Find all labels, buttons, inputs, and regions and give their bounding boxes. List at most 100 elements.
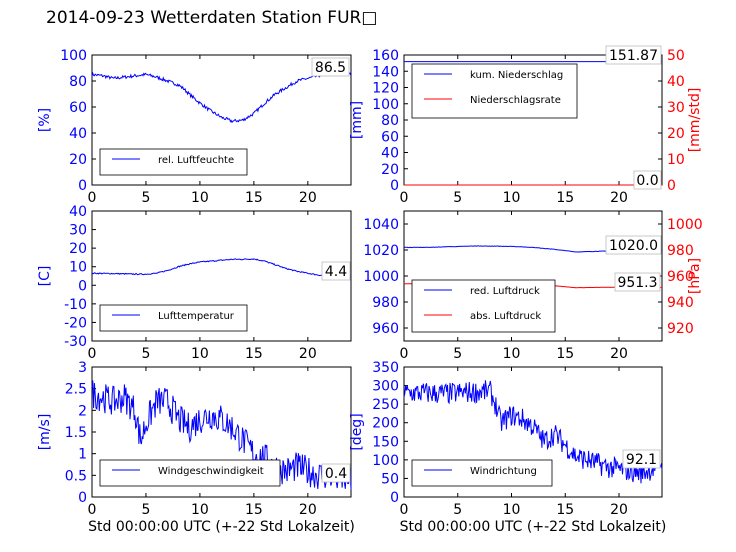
chart-humidity [91, 54, 352, 186]
x-tick-label: 15 [556, 502, 574, 518]
x-tick-label: 20 [610, 346, 628, 362]
legend-box [99, 459, 281, 487]
y-tick-label: 100 [372, 453, 399, 469]
y2-tick-label: 20 [667, 126, 685, 142]
y-tick-label: 1020 [363, 243, 399, 259]
x-tick-label: 20 [299, 190, 317, 206]
plot-frame [91, 210, 352, 342]
value-box [311, 57, 350, 77]
y-tick-label: 0 [78, 178, 87, 194]
y2-tick-label: 920 [667, 321, 694, 337]
x-tick-label: 5 [141, 190, 150, 206]
x-tick-label: 20 [299, 346, 317, 362]
y-tick-label: 250 [372, 397, 399, 413]
x-tick-label: 20 [610, 190, 628, 206]
chart-temperature [91, 210, 352, 342]
y-tick-label: 30 [69, 223, 87, 239]
value-box-2 [633, 170, 662, 190]
x-tick-label: 10 [191, 502, 209, 518]
y-tick-label: 3 [78, 360, 87, 376]
y-tick-label: 40 [69, 126, 87, 142]
x-tick-label: 15 [245, 502, 263, 518]
y-tick-label: 150 [372, 434, 399, 450]
y2-tick-label: 10 [667, 152, 685, 168]
x-tick-label: 5 [141, 502, 150, 518]
y-tick-label: -20 [64, 315, 87, 331]
y-tick-label: 960 [372, 321, 399, 337]
y-tick-label: 1040 [363, 217, 399, 233]
x-tick-label: 10 [503, 190, 521, 206]
y-tick-label: 0.5 [65, 468, 87, 484]
legend-label: rel. Luftfeuchte [158, 155, 234, 166]
x-tick-label: 0 [88, 502, 97, 518]
y2-tick-label: 980 [667, 243, 694, 259]
y-tick-label: 120 [372, 81, 399, 97]
value-box [321, 261, 351, 281]
y2-tick-label: 50 [667, 48, 685, 64]
y2-tick-label: 40 [667, 74, 685, 90]
y-tick-label: 100 [372, 97, 399, 113]
y2-tick-label: 940 [667, 295, 694, 311]
value-box [321, 463, 351, 483]
x-tick-label: 5 [453, 502, 462, 518]
chart-precip [403, 45, 663, 190]
x-tick-label: 10 [191, 346, 209, 362]
y-tick-label: 0 [390, 490, 399, 506]
y-tick-label: 40 [381, 146, 399, 162]
legend-box [411, 63, 578, 119]
y-tick-label: 10 [69, 260, 87, 276]
legend-label: Windgeschwindigkeit [158, 466, 264, 477]
legend-box [99, 148, 248, 176]
y2-tick-label: 1000 [667, 217, 703, 233]
x-tick-label: 0 [400, 346, 409, 362]
x-tick-label: 15 [556, 346, 574, 362]
x-tick-label: 10 [503, 502, 521, 518]
y-tick-label: 100 [60, 48, 87, 64]
y-tick-label: 2.5 [65, 382, 87, 398]
y-tick-label: 60 [69, 100, 87, 116]
y2-tick-label: 30 [667, 100, 685, 116]
legend-box [411, 279, 556, 333]
legend-box [99, 304, 248, 332]
y-tick-label: 0 [78, 490, 87, 506]
y2-axis-label: [hPa] [687, 258, 703, 294]
series-line-0 [91, 70, 352, 124]
x-tick-label: 5 [141, 346, 150, 362]
y-tick-label: 60 [381, 129, 399, 145]
legend-label: Niederschlagsrate [470, 95, 561, 106]
y-tick-label: 350 [372, 360, 399, 376]
x-tick-label: 15 [556, 190, 574, 206]
y2-tick-label: 0 [667, 178, 676, 194]
y2-tick-label: 960 [667, 269, 694, 285]
x-tick-label: 0 [88, 190, 97, 206]
y-tick-label: 300 [372, 379, 399, 395]
legend-label: Lufttemperatur [158, 311, 235, 322]
series-line-0 [403, 380, 663, 484]
last-value-label: 1020.0 [609, 238, 658, 254]
y2-axis-label: [mm/std] [687, 88, 703, 153]
y-tick-label: -30 [64, 334, 87, 350]
value-box-2 [614, 272, 661, 292]
x-tick-label: 20 [299, 502, 317, 518]
x-tick-label: 0 [88, 346, 97, 362]
value-box [605, 45, 662, 65]
chart-pressure [403, 210, 663, 342]
y-tick-label: 20 [381, 162, 399, 178]
y-tick-label: 20 [69, 241, 87, 257]
y-tick-label: 80 [69, 74, 87, 90]
x-tick-label: 20 [610, 502, 628, 518]
y-tick-label: 1.5 [65, 425, 87, 441]
y-tick-label: 200 [372, 416, 399, 432]
last-value-2-label: 0.0 [636, 173, 658, 189]
x-tick-label: 10 [191, 190, 209, 206]
y-tick-label: 80 [381, 113, 399, 129]
figure-title: 2014-09-23 Wetterdaten Station FUR□ [46, 8, 378, 28]
legend-box [411, 459, 553, 487]
series-line-0 [91, 258, 352, 279]
y-tick-label: 1000 [363, 269, 399, 285]
y-tick-label: -10 [64, 297, 87, 313]
x-tick-label: 15 [245, 190, 263, 206]
y-tick-label: 40 [69, 204, 87, 220]
